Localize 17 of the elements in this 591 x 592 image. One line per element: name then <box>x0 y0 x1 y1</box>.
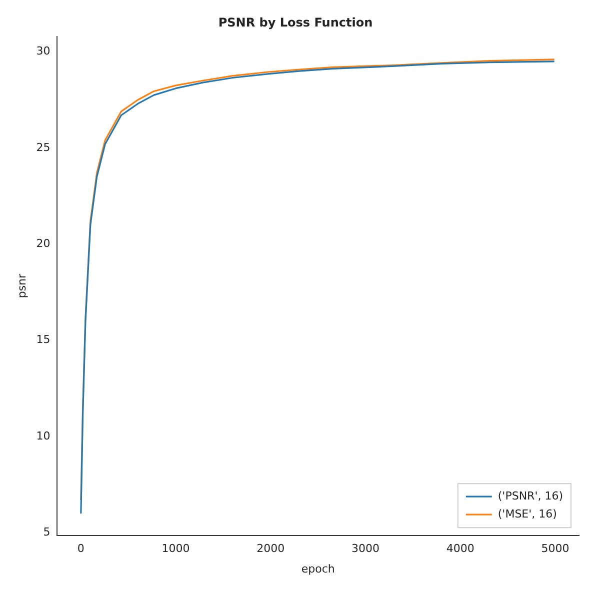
chart-title: PSNR by Loss Function <box>218 15 373 30</box>
y-tick-label: 20 <box>36 237 50 250</box>
y-tick-label: 10 <box>36 429 50 442</box>
x-tick-label: 5000 <box>541 542 570 556</box>
x-axis-title: epoch <box>301 562 335 576</box>
y-axis-title: psnr <box>15 273 28 298</box>
x-tick-label: 0 <box>77 542 84 556</box>
y-tick-label: 30 <box>36 44 50 58</box>
y-tick-label: 5 <box>43 526 50 539</box>
x-tick-label: 3000 <box>352 542 380 556</box>
x-tick-label: 1000 <box>162 542 190 556</box>
x-tick-label: 4000 <box>446 542 474 556</box>
x-tick-label: 2000 <box>256 542 285 556</box>
y-tick-label: 15 <box>36 333 50 346</box>
legend-label: ('PSNR', 16) <box>498 489 563 502</box>
legend-label: ('MSE', 16) <box>498 507 557 520</box>
y-tick-label: 25 <box>36 140 50 154</box>
